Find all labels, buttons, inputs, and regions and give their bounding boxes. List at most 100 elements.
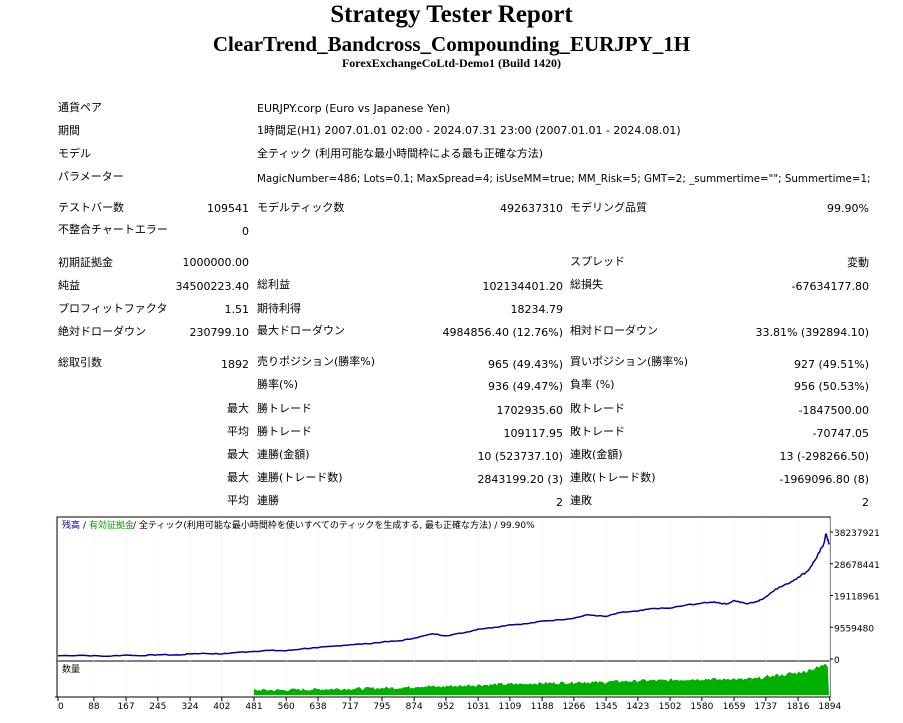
maxwin-label: 勝トレード xyxy=(257,402,312,415)
avgwin-value: 109117.95 xyxy=(503,427,564,440)
grossprofit-label: 総利益 xyxy=(257,278,290,291)
model-value: 全ティック (利用可能な最小時間枠による最も正確な方法) xyxy=(257,147,544,160)
deposit-label: 初期証拠金 xyxy=(58,256,113,269)
maxdd-label: 最大ドローダウン xyxy=(257,324,345,337)
netprofit-value: 34500223.40 xyxy=(175,280,249,293)
x-tick-label: 1109 xyxy=(498,702,521,712)
model-label: モデル xyxy=(58,147,91,160)
server-info: ForexExchangeCoLtd-Demo1 (Build 1420) xyxy=(341,56,562,70)
x-tick-label: 1737 xyxy=(754,702,777,712)
x-tick-label: 1266 xyxy=(562,702,585,712)
avg-label-2: 平均 xyxy=(227,494,249,507)
lossrate-value: 956 (50.53%) xyxy=(793,380,869,393)
max-label-2: 最大 xyxy=(227,448,249,461)
expected-value: 18234.79 xyxy=(510,303,564,316)
y-tick-label: 9559480 xyxy=(834,624,874,634)
consecloss-money-value: 13 (-298266.50) xyxy=(779,450,869,463)
report-title: Strategy Tester Report xyxy=(330,1,573,28)
x-tick-label: 1659 xyxy=(723,702,746,712)
maxloss-label: 敗トレード xyxy=(570,402,625,415)
x-tick-label: 560 xyxy=(278,702,295,712)
grossloss-label: 総損失 xyxy=(570,278,603,291)
absdd-value: 230799.10 xyxy=(189,326,250,339)
short-label: 売りポジション(勝率%) xyxy=(257,355,376,368)
x-tick-label: 795 xyxy=(373,702,390,712)
expected-label: 期待利得 xyxy=(257,302,301,315)
y-tick-label: 28678441 xyxy=(834,561,880,571)
maxdd-value: 4984856.40 (12.76%) xyxy=(442,326,563,339)
consecloss-trades-value: -1969096.80 (8) xyxy=(779,473,869,486)
max-label-1: 最大 xyxy=(227,402,249,415)
period-label: 期間 xyxy=(58,124,80,137)
winrate-label: 勝率(%) xyxy=(257,378,299,391)
x-tick-label: 1502 xyxy=(659,702,682,712)
avgloss-label: 敗トレード xyxy=(570,425,625,438)
y-tick-label: 0 xyxy=(834,656,840,666)
lossrate-label: 負率 (%) xyxy=(570,378,615,391)
quality-label: モデリング品質 xyxy=(570,201,647,214)
bars-label: テストバー数 xyxy=(58,201,124,214)
avgloss-value: -70747.05 xyxy=(812,427,869,440)
grossloss-value: -67634177.80 xyxy=(791,280,869,293)
avgloss-consec-value: 2 xyxy=(862,496,869,509)
pf-label: プロフィットファクタ xyxy=(58,302,168,315)
avgwin-consec-value: 2 xyxy=(556,496,563,509)
consecwin-trades-value: 2843199.20 (3) xyxy=(477,473,563,486)
y-tick-label: 38237921 xyxy=(834,529,880,539)
short-value: 965 (49.43%) xyxy=(487,358,563,371)
absdd-label: 絶対ドローダウン xyxy=(58,325,146,338)
balance-line xyxy=(57,533,830,658)
netprofit-label: 純益 xyxy=(58,279,80,292)
consecloss-money-label: 連敗(金額) xyxy=(570,448,623,461)
spread-label: スプレッド xyxy=(570,255,625,268)
x-tick-label: 1188 xyxy=(531,702,554,712)
chart-frame xyxy=(56,516,831,662)
consecwin-money-value: 10 (523737.10) xyxy=(477,450,563,463)
max-label-3: 最大 xyxy=(227,471,249,484)
x-tick-label: 952 xyxy=(437,702,454,712)
avgwin-label: 勝トレード xyxy=(257,425,312,438)
trades-label: 総取引数 xyxy=(58,356,102,369)
x-tick-label: 324 xyxy=(181,702,198,712)
x-tick-label: 1423 xyxy=(626,702,649,712)
x-tick-label: 402 xyxy=(213,702,230,712)
ticks-value: 492637310 xyxy=(500,202,563,215)
legend-sep: / xyxy=(83,521,87,531)
params-label: パラメーター xyxy=(58,170,124,183)
volume-label: 数量 xyxy=(62,663,80,675)
symbol-label: 通貨ペア xyxy=(58,101,102,114)
pf-value: 1.51 xyxy=(224,303,250,316)
symbol-value: EURJPY.corp (Euro vs Japanese Yen) xyxy=(257,102,451,115)
maxloss-value: -1847500.00 xyxy=(798,404,869,417)
x-tick-label: 717 xyxy=(342,702,359,712)
grossprofit-value: 102134401.20 xyxy=(482,280,563,293)
x-tick-label: 1816 xyxy=(787,702,810,712)
period-value: 1時間足(H1) 2007.01.01 02:00 - 2024.07.31 2… xyxy=(257,124,681,137)
x-tick-label: 167 xyxy=(117,702,134,712)
consecwin-money-label: 連勝(金額) xyxy=(257,448,310,461)
avgloss-consec-label: 連敗 xyxy=(570,494,592,507)
reldd-label: 相対ドローダウン xyxy=(570,324,658,337)
reldd-value: 33.81% (392894.10) xyxy=(755,326,869,339)
x-axis-ticks: 0 88 167 245 324 402 481 560 638 717 795 874 952 1031… xyxy=(57,697,842,712)
x-tick-label: 481 xyxy=(245,702,262,712)
bars-value: 109541 xyxy=(207,202,249,215)
mismatch-value: 0 xyxy=(242,225,249,238)
legend-equity: 有効証拠金 xyxy=(89,519,134,531)
x-tick-label: 88 xyxy=(88,702,100,712)
x-tick-label: 1580 xyxy=(690,702,713,712)
y-axis-ticks: 38237921 28678441 19118961 9559480 0 xyxy=(830,529,880,666)
x-tick-label: 1345 xyxy=(595,702,618,712)
quality-value: 99.90% xyxy=(827,202,869,215)
x-tick-label: 638 xyxy=(309,702,326,712)
y-tick-label: 19118961 xyxy=(834,593,880,603)
x-tick-label: 874 xyxy=(406,702,423,712)
long-label: 買いポジション(勝率%) xyxy=(570,355,689,368)
report-subtitle: ClearTrend_Bandcross_Compounding_EURJPY_… xyxy=(212,32,691,56)
avgwin-consec-label: 連勝 xyxy=(257,494,279,507)
winrate-value: 936 (49.47%) xyxy=(487,380,563,393)
legend-balance: 残高 xyxy=(62,519,80,531)
chart-grid xyxy=(57,518,831,696)
deposit-value: 1000000.00 xyxy=(182,256,249,269)
